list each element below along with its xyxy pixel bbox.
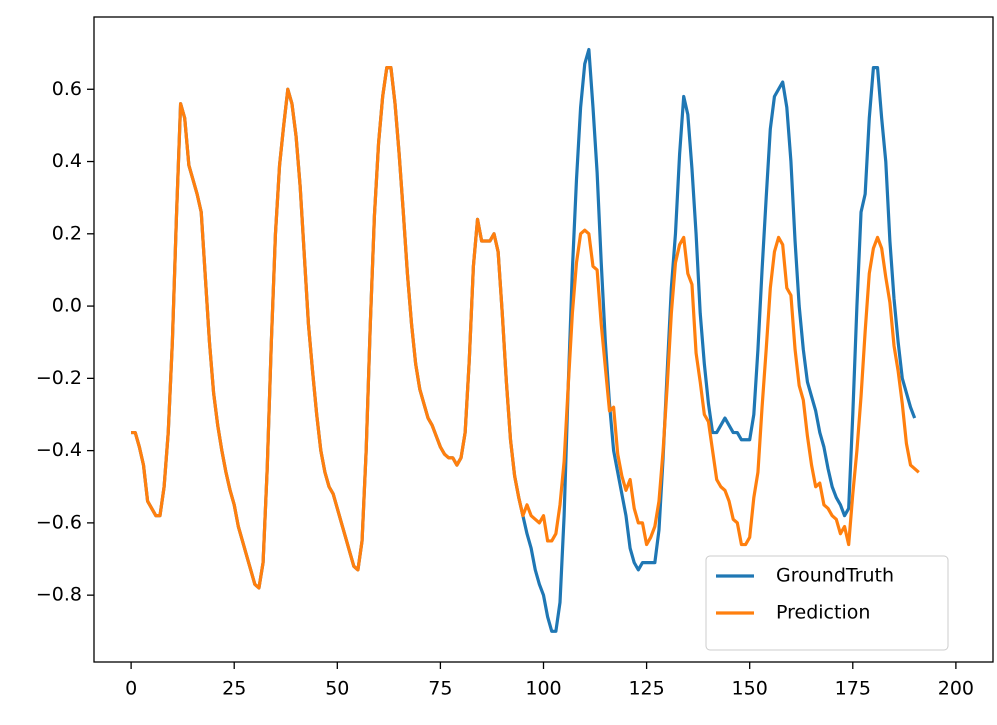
y-tick-label: 0.4 (52, 150, 82, 172)
legend-label: GroundTruth (776, 565, 894, 587)
y-tick-label: −0.2 (36, 367, 82, 389)
x-tick-label: 200 (938, 678, 974, 700)
y-tick-label: 0.6 (52, 78, 82, 100)
y-tick-label: −0.4 (36, 439, 82, 461)
legend-label: Prediction (776, 602, 870, 624)
legend-box (705, 555, 949, 651)
x-tick-label: 125 (628, 678, 664, 700)
y-tick-label: 0.2 (52, 222, 82, 244)
x-tick-label: 150 (732, 678, 768, 700)
x-tick-label: 100 (525, 678, 561, 700)
x-tick-label: 25 (222, 678, 246, 700)
x-tick-label: 175 (835, 678, 871, 700)
y-tick-label: −0.8 (36, 584, 82, 606)
series-line (131, 65, 920, 590)
legend: GroundTruth Prediction (705, 555, 949, 651)
y-tick-label: −0.6 (36, 511, 82, 533)
y-tick-label: 0.0 (52, 295, 82, 317)
x-tick-label: 50 (325, 678, 349, 700)
x-tick-label: 0 (125, 678, 137, 700)
series-line (131, 47, 917, 633)
x-tick-label: 75 (428, 678, 452, 700)
plot-frame (93, 16, 994, 663)
